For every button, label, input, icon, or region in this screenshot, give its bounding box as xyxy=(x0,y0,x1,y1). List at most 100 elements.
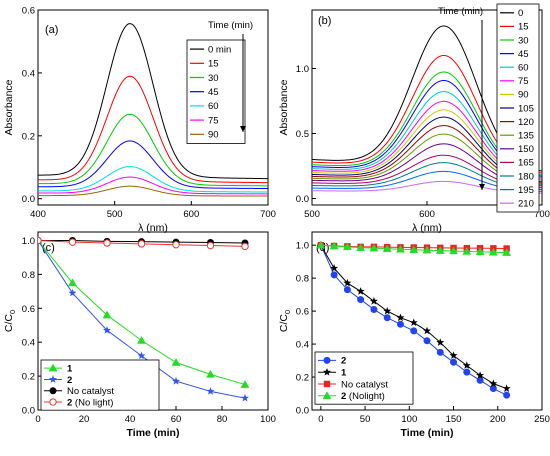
y-tick-label: 1.0 xyxy=(296,64,309,75)
panel-label: (b) xyxy=(318,15,331,27)
x-tick-label: 50 xyxy=(360,414,371,425)
plot-frame xyxy=(37,9,269,206)
legend-entry: No catalyst xyxy=(67,386,114,397)
data-point xyxy=(38,236,42,245)
legend-entry: 60 xyxy=(208,101,219,112)
legend-marker xyxy=(49,375,57,383)
x-tick-label: 700 xyxy=(534,209,550,220)
y-tick-label: 1.0 xyxy=(296,241,309,252)
data-point xyxy=(436,338,445,346)
data-point xyxy=(329,241,339,250)
spectrum-line xyxy=(38,113,268,187)
data-point xyxy=(463,368,471,376)
data-point xyxy=(503,391,511,399)
data-point xyxy=(383,314,391,322)
y-tick-label: 0.4 xyxy=(22,338,35,349)
legend-entry: 0 min xyxy=(208,44,231,55)
y-axis-label-subscript: 0 xyxy=(283,310,292,314)
x-tick-label: 500 xyxy=(107,209,123,220)
data-point xyxy=(370,305,378,313)
data-point xyxy=(396,244,405,253)
legend-entry: 1 xyxy=(341,368,347,379)
data-point xyxy=(103,326,111,334)
y-tick-label: 0.0 xyxy=(22,406,35,417)
legend-entry: 120 xyxy=(518,117,534,128)
legend-entry: 165 xyxy=(518,158,534,169)
data-point xyxy=(383,306,392,315)
y-axis-label-main: Absorbance xyxy=(278,79,290,135)
data-point xyxy=(422,245,432,254)
data-point xyxy=(68,288,77,297)
x-tick-label: 40 xyxy=(125,414,136,425)
y-tick-label: 0.0 xyxy=(296,194,309,205)
y-tick-label: 0.6 xyxy=(296,307,309,318)
x-axis-label: λ (nm) xyxy=(412,222,442,234)
legend-entry: 195 xyxy=(518,185,534,196)
y-axis-label-main: C/C xyxy=(3,314,15,333)
data-point xyxy=(475,247,485,256)
legend-entry-name: 2 xyxy=(67,375,72,386)
legend-entry: 15 xyxy=(208,59,219,70)
y-tick-label: 0.2 xyxy=(22,372,35,383)
data-point xyxy=(462,361,471,369)
data-point xyxy=(206,387,215,395)
x-axis-label: Time (min) xyxy=(127,427,180,439)
data-point xyxy=(206,369,215,378)
x-tick-label: 80 xyxy=(217,414,228,425)
x-axis-label: Time (min) xyxy=(401,427,454,439)
legend-entry: 150 xyxy=(518,144,534,155)
time-arrow-head xyxy=(479,184,485,190)
panel-label: (a) xyxy=(45,24,58,36)
legend-entry: 15 xyxy=(518,22,529,33)
x-tick-label: 600 xyxy=(183,209,199,220)
data-point xyxy=(103,239,111,247)
panel-b: 500 600 700 0.0 0.5 1.0 λ (nm) Absorbance (b) 0 15… xyxy=(278,3,550,234)
y-tick-label: 0.0 xyxy=(22,194,35,205)
x-tick-label: 100 xyxy=(260,414,276,425)
data-point xyxy=(68,238,77,246)
legend-entry: 180 xyxy=(518,171,534,182)
legend-marker xyxy=(49,398,57,406)
data-point xyxy=(423,337,431,345)
legend-entry: 2 (Nolight) xyxy=(341,391,385,402)
legend-entry-name: 1 xyxy=(341,368,347,379)
y-axis-label: C/C0 xyxy=(278,310,292,332)
y-tick-label: 0.5 xyxy=(296,129,309,140)
legend-entry-name: No catalyst xyxy=(67,386,114,397)
data-point xyxy=(240,380,250,388)
legend-entry-name: 2 xyxy=(341,356,346,367)
legend-entry: 45 xyxy=(208,87,219,98)
data-point xyxy=(68,278,77,287)
data-point xyxy=(489,379,498,388)
data-point xyxy=(172,376,180,385)
legend-entry: 45 xyxy=(518,49,529,60)
data-point xyxy=(436,348,444,356)
data-point xyxy=(409,245,419,254)
data-point xyxy=(137,335,146,344)
data-point xyxy=(369,297,378,305)
data-point xyxy=(343,286,351,294)
legend-marker xyxy=(49,387,57,395)
data-point xyxy=(241,393,249,402)
spectrum-line xyxy=(38,166,268,193)
legend-entry-name: 2 xyxy=(341,391,346,402)
plot-area xyxy=(316,240,512,399)
legend-marker xyxy=(48,363,58,372)
x-tick-label: 600 xyxy=(419,209,435,220)
y-tick-label: 0.8 xyxy=(296,274,309,285)
y-tick-label: 0.8 xyxy=(22,270,35,281)
data-point xyxy=(357,296,365,304)
spectrum-line xyxy=(38,176,268,195)
legend-box xyxy=(186,39,246,144)
data-point xyxy=(423,326,431,335)
legend-marker xyxy=(323,356,331,364)
x-tick-label: 400 xyxy=(30,209,46,220)
x-tick-label: 60 xyxy=(171,414,182,425)
y-axis-label: Absorbance xyxy=(3,79,15,135)
time-arrow-head xyxy=(240,126,246,132)
data-point xyxy=(476,371,485,379)
legend-entry: 75 xyxy=(518,76,529,87)
data-point xyxy=(137,240,146,248)
